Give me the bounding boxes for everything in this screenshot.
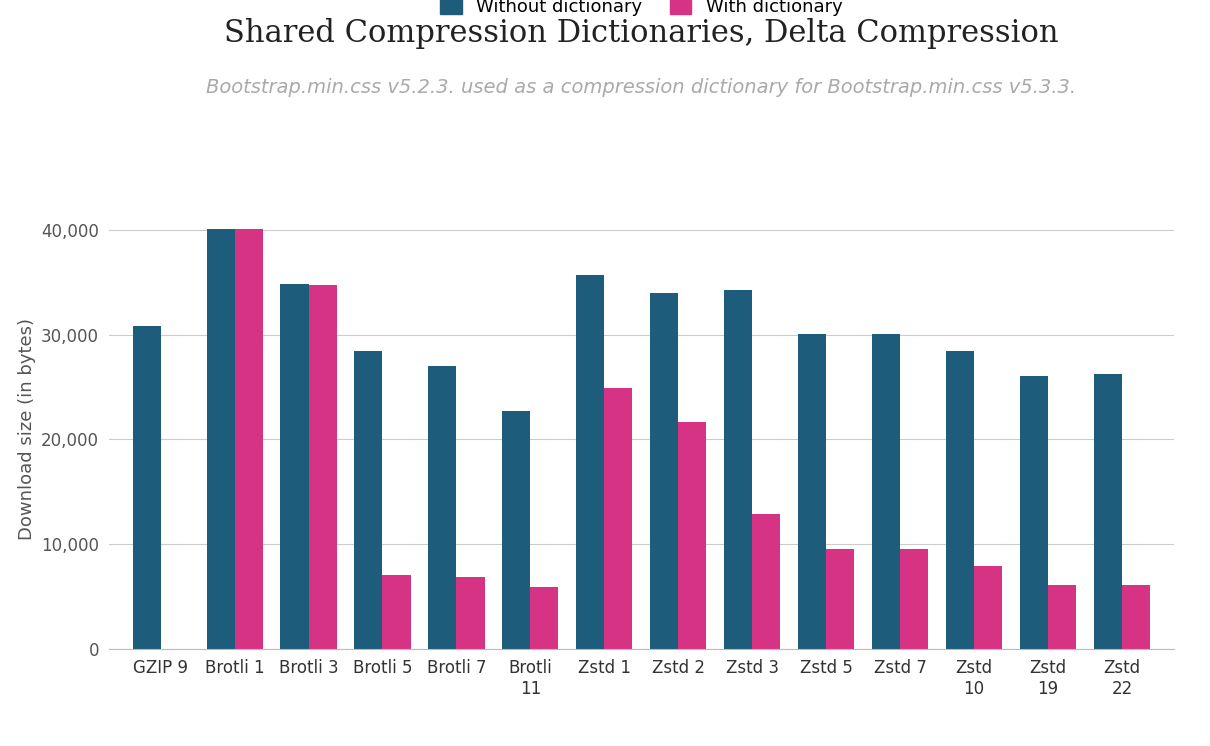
Bar	[724, 289, 753, 649]
Text: Bootstrap.min.css v5.2.3. used as a compression dictionary for Bootstrap.min.css: Bootstrap.min.css v5.2.3. used as a comp…	[206, 78, 1077, 97]
Bar	[799, 333, 826, 649]
Bar	[309, 286, 336, 649]
Bar	[974, 566, 1002, 649]
Bar	[650, 292, 679, 649]
Bar	[382, 574, 410, 649]
Bar	[576, 275, 604, 649]
Bar	[679, 421, 707, 649]
Bar	[207, 229, 235, 649]
Legend: Without dictionary, With dictionary: Without dictionary, With dictionary	[431, 0, 852, 25]
Bar	[826, 550, 854, 649]
Bar	[355, 351, 382, 649]
Bar	[428, 366, 456, 649]
Title: Shared Compression Dictionaries, Delta Compression: Shared Compression Dictionaries, Delta C…	[224, 18, 1059, 49]
Bar	[1122, 585, 1150, 649]
Bar	[753, 514, 780, 649]
Bar	[946, 351, 974, 649]
Bar	[456, 577, 484, 649]
Bar	[235, 229, 263, 649]
Bar	[1048, 585, 1076, 649]
Bar	[872, 333, 900, 649]
Bar	[530, 587, 559, 649]
Bar	[1094, 374, 1122, 649]
Bar	[281, 284, 309, 649]
Bar	[133, 326, 161, 649]
Bar	[502, 411, 530, 649]
Bar	[604, 388, 633, 649]
Y-axis label: Download size (in bytes): Download size (in bytes)	[18, 318, 35, 540]
Bar	[900, 550, 928, 649]
Bar	[1020, 375, 1048, 649]
